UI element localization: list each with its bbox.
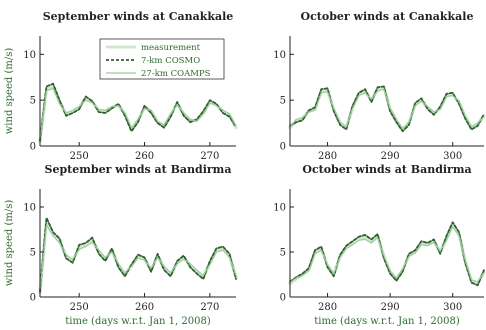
panel-1: September winds at Canakkale 0 5 10 250 260 27… xyxy=(4,10,238,162)
panel-title: October winds at Bandirma xyxy=(302,163,471,176)
x-tick-label: 270 xyxy=(200,151,219,162)
y-tick-label: 0 xyxy=(280,293,286,304)
series-line-coamps xyxy=(289,226,485,284)
series-line-coamps xyxy=(289,88,485,130)
y-tick-label: 0 xyxy=(30,293,36,304)
series-line-cosmo xyxy=(39,82,237,142)
x-tick-label: 250 xyxy=(70,302,89,313)
series-line-cosmo xyxy=(289,221,485,287)
x-tick-label: 300 xyxy=(443,151,462,162)
legend-entry-coamps: 27-km COAMPS xyxy=(141,69,211,79)
y-tick-label: 10 xyxy=(273,50,286,61)
y-tick-label: 5 xyxy=(280,248,286,259)
x-tick-label: 280 xyxy=(318,151,337,162)
y-tick-label: 0 xyxy=(30,142,36,153)
series-line-coamps xyxy=(39,224,237,292)
legend-entry-cosmo: 7-km COSMO xyxy=(141,56,200,66)
x-tick-label: 270 xyxy=(200,302,219,313)
panel-3: September winds at Bandirma 0 5 10 250 260 270… xyxy=(4,163,238,327)
legend: measurement 7-km COSMO 27-km COAMPS xyxy=(99,38,225,80)
panel-title: September winds at Bandirma xyxy=(45,163,232,176)
y-tick-label: 0 xyxy=(280,142,286,153)
panel-title: September winds at Canakkale xyxy=(43,10,234,23)
x-tick-label: 260 xyxy=(135,151,154,162)
panel-4: October winds at Bandirma 0 5 10 280 290 300 ti… xyxy=(273,163,486,327)
legend-entry-measurement: measurement xyxy=(141,43,201,53)
y-tick-label: 5 xyxy=(30,248,36,259)
y-tick-label: 10 xyxy=(273,203,286,214)
y-tick-label: 10 xyxy=(23,50,36,61)
y-tick-label: 5 xyxy=(30,96,36,107)
panel-title: October winds at Canakkale xyxy=(301,10,474,23)
y-tick-label: 5 xyxy=(280,96,286,107)
x-axis-label: time (days w.r.t. Jan 1, 2008) xyxy=(65,316,211,327)
series-line-measurement xyxy=(288,223,486,286)
x-tick-label: 260 xyxy=(135,302,154,313)
y-axis-label: wind speed (m/s) xyxy=(4,200,15,287)
y-tick-label: 10 xyxy=(23,203,36,214)
x-tick-label: 280 xyxy=(318,302,337,313)
series-line-coamps xyxy=(39,87,237,141)
x-tick-label: 290 xyxy=(381,151,400,162)
y-axis-label: wind speed (m/s) xyxy=(4,48,15,135)
x-tick-label: 290 xyxy=(381,302,400,313)
series-line-cosmo xyxy=(39,216,237,293)
panels: September winds at Canakkale 0 5 10 250 260 27… xyxy=(4,10,486,327)
x-axis-label: time (days w.r.t. Jan 1, 2008) xyxy=(314,316,460,327)
x-tick-label: 250 xyxy=(70,151,89,162)
panel-2: October winds at Canakkale 0 5 10 280 290 300 xyxy=(273,10,486,162)
x-tick-label: 300 xyxy=(443,302,462,313)
